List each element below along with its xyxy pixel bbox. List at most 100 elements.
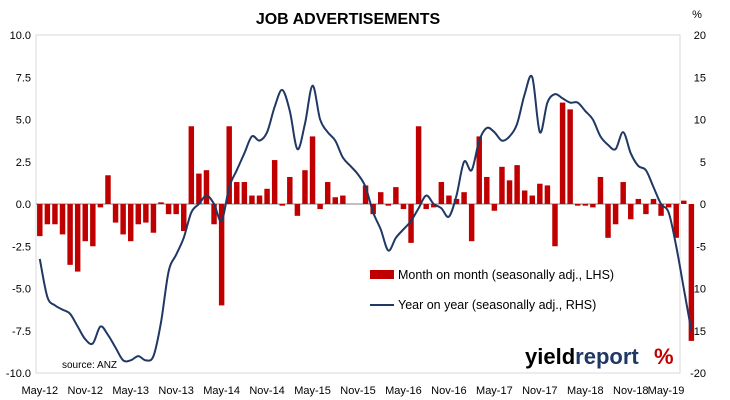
mom-bar bbox=[529, 195, 535, 204]
right-tick-label: 20 bbox=[694, 30, 706, 42]
left-tick-label: 7.5 bbox=[16, 72, 31, 84]
x-tick-label: Nov-18 bbox=[613, 385, 648, 397]
right-axis-unit: % bbox=[692, 9, 702, 21]
mom-bar bbox=[74, 204, 81, 272]
mom-bar bbox=[597, 176, 604, 204]
mom-bar bbox=[415, 126, 422, 204]
right-tick-label: 5 bbox=[700, 157, 706, 169]
mom-bar bbox=[196, 173, 202, 204]
mom-bar bbox=[143, 204, 149, 223]
mom-bar bbox=[635, 198, 642, 204]
yoy-line bbox=[38, 74, 693, 363]
mom-bar bbox=[362, 185, 369, 204]
mom-bar bbox=[567, 109, 573, 204]
x-tick-label: Nov-15 bbox=[340, 385, 375, 397]
mom-bar bbox=[514, 165, 520, 204]
x-tick-label: Nov-13 bbox=[158, 385, 193, 397]
mom-bar bbox=[590, 204, 596, 208]
mom-bar bbox=[105, 175, 111, 204]
mom-bar bbox=[97, 204, 104, 208]
mom-bar bbox=[181, 204, 187, 232]
mom-bar bbox=[317, 204, 323, 210]
mom-bar bbox=[446, 195, 452, 204]
mom-bar bbox=[537, 183, 543, 204]
right-tick-label: 10 bbox=[694, 115, 706, 127]
mom-bar bbox=[431, 204, 437, 208]
mom-bar bbox=[309, 136, 316, 204]
left-tick-label: 10.0 bbox=[10, 30, 31, 42]
mom-bar bbox=[37, 204, 43, 237]
bar-series bbox=[37, 102, 695, 341]
mom-bar bbox=[226, 126, 232, 204]
mom-bar bbox=[491, 204, 498, 211]
mom-bar bbox=[658, 204, 664, 216]
mom-bar bbox=[324, 182, 331, 204]
mom-bar bbox=[52, 204, 58, 225]
mom-bar bbox=[165, 204, 172, 215]
left-axis-ticks: 10.0 7.5 5.0 2.5 0.0 -2.5 -5.0 -7.5 -10.0 bbox=[6, 30, 31, 380]
mom-bar bbox=[332, 197, 338, 204]
mom-bar bbox=[249, 195, 255, 204]
mom-bar bbox=[544, 185, 551, 204]
x-tick-label: May-19 bbox=[648, 385, 685, 397]
mom-bar bbox=[673, 204, 679, 238]
mom-bar bbox=[370, 204, 376, 215]
mom-bar bbox=[643, 204, 649, 215]
mom-bar bbox=[82, 204, 88, 242]
mom-bar bbox=[400, 204, 407, 210]
svg-text:yieldreport: yieldreport bbox=[525, 344, 639, 369]
x-tick-label: May-16 bbox=[385, 385, 422, 397]
left-tick-label: 5.0 bbox=[16, 115, 31, 127]
mom-bar bbox=[506, 180, 513, 204]
mom-bar bbox=[468, 204, 475, 242]
mom-bar bbox=[620, 182, 626, 204]
mom-bar bbox=[287, 176, 293, 204]
mom-bar bbox=[438, 182, 445, 204]
mom-bar bbox=[44, 204, 51, 225]
mom-bar bbox=[302, 170, 308, 204]
mom-bar bbox=[378, 192, 384, 204]
mom-bar bbox=[120, 204, 126, 235]
mom-bar bbox=[279, 204, 285, 206]
left-tick-label: -2.5 bbox=[12, 241, 31, 253]
mom-bar bbox=[211, 204, 217, 225]
right-tick-label: -20 bbox=[690, 368, 706, 380]
mom-bar bbox=[158, 202, 164, 204]
x-tick-label: May-12 bbox=[21, 385, 58, 397]
mom-bar bbox=[559, 102, 566, 204]
mom-bar bbox=[271, 160, 278, 204]
mom-bar bbox=[112, 204, 119, 223]
right-tick-label: 0 bbox=[700, 199, 706, 211]
mom-bar bbox=[499, 166, 505, 204]
mom-bar bbox=[582, 204, 589, 206]
mom-bar bbox=[256, 195, 263, 204]
mom-bar bbox=[423, 204, 429, 210]
mom-bar bbox=[188, 126, 195, 204]
right-tick-label: 15 bbox=[694, 72, 706, 84]
x-tick-label: May-14 bbox=[203, 385, 240, 397]
x-tick-label: Nov-14 bbox=[249, 385, 284, 397]
mom-bar bbox=[173, 204, 179, 215]
mom-bar bbox=[294, 204, 301, 216]
mom-bar bbox=[453, 198, 460, 204]
mom-bar bbox=[67, 204, 73, 265]
mom-bar bbox=[127, 204, 134, 242]
mom-bar bbox=[385, 204, 392, 206]
right-tick-label: -5 bbox=[696, 241, 706, 253]
mom-bar bbox=[241, 182, 248, 204]
mom-bar bbox=[234, 182, 240, 204]
x-tick-label: May-13 bbox=[112, 385, 149, 397]
legend-swatch-bar bbox=[370, 270, 394, 279]
x-tick-label: May-15 bbox=[294, 385, 331, 397]
mom-bar bbox=[135, 204, 142, 225]
mom-bar bbox=[628, 204, 634, 220]
mom-bar bbox=[521, 190, 528, 204]
mom-bar bbox=[665, 204, 672, 208]
mom-bar bbox=[59, 204, 66, 235]
mom-bar bbox=[484, 176, 490, 204]
mom-bar bbox=[681, 200, 687, 204]
svg-text:%: % bbox=[654, 344, 674, 369]
yieldreport-logo: yieldreport % bbox=[525, 344, 674, 369]
mom-bar bbox=[461, 192, 467, 204]
